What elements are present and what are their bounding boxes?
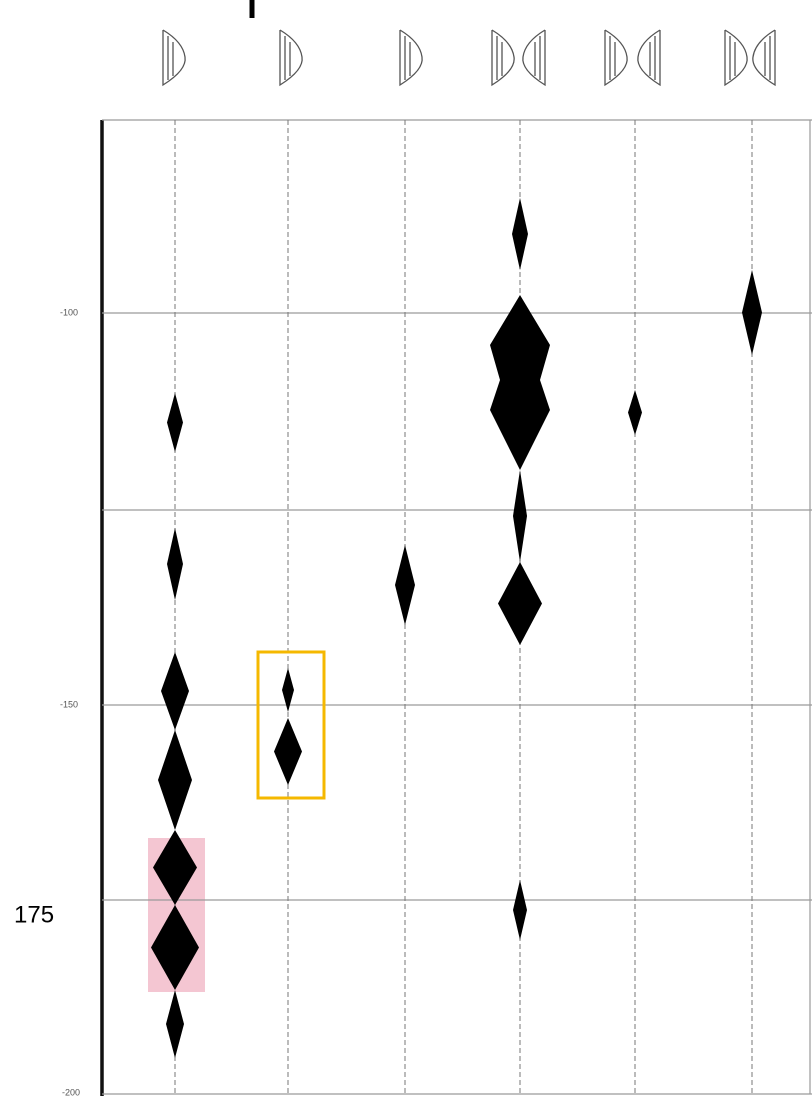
axis-label: -100 <box>60 307 78 317</box>
page: -100 -150 -200 175 (() => { const data =… <box>0 0 812 1100</box>
annotation: 175 <box>14 901 54 928</box>
axis-label: -200 <box>62 1087 80 1097</box>
axis-label: -150 <box>60 699 78 709</box>
range-chart: -100 -150 -200 175 <box>0 0 812 1100</box>
